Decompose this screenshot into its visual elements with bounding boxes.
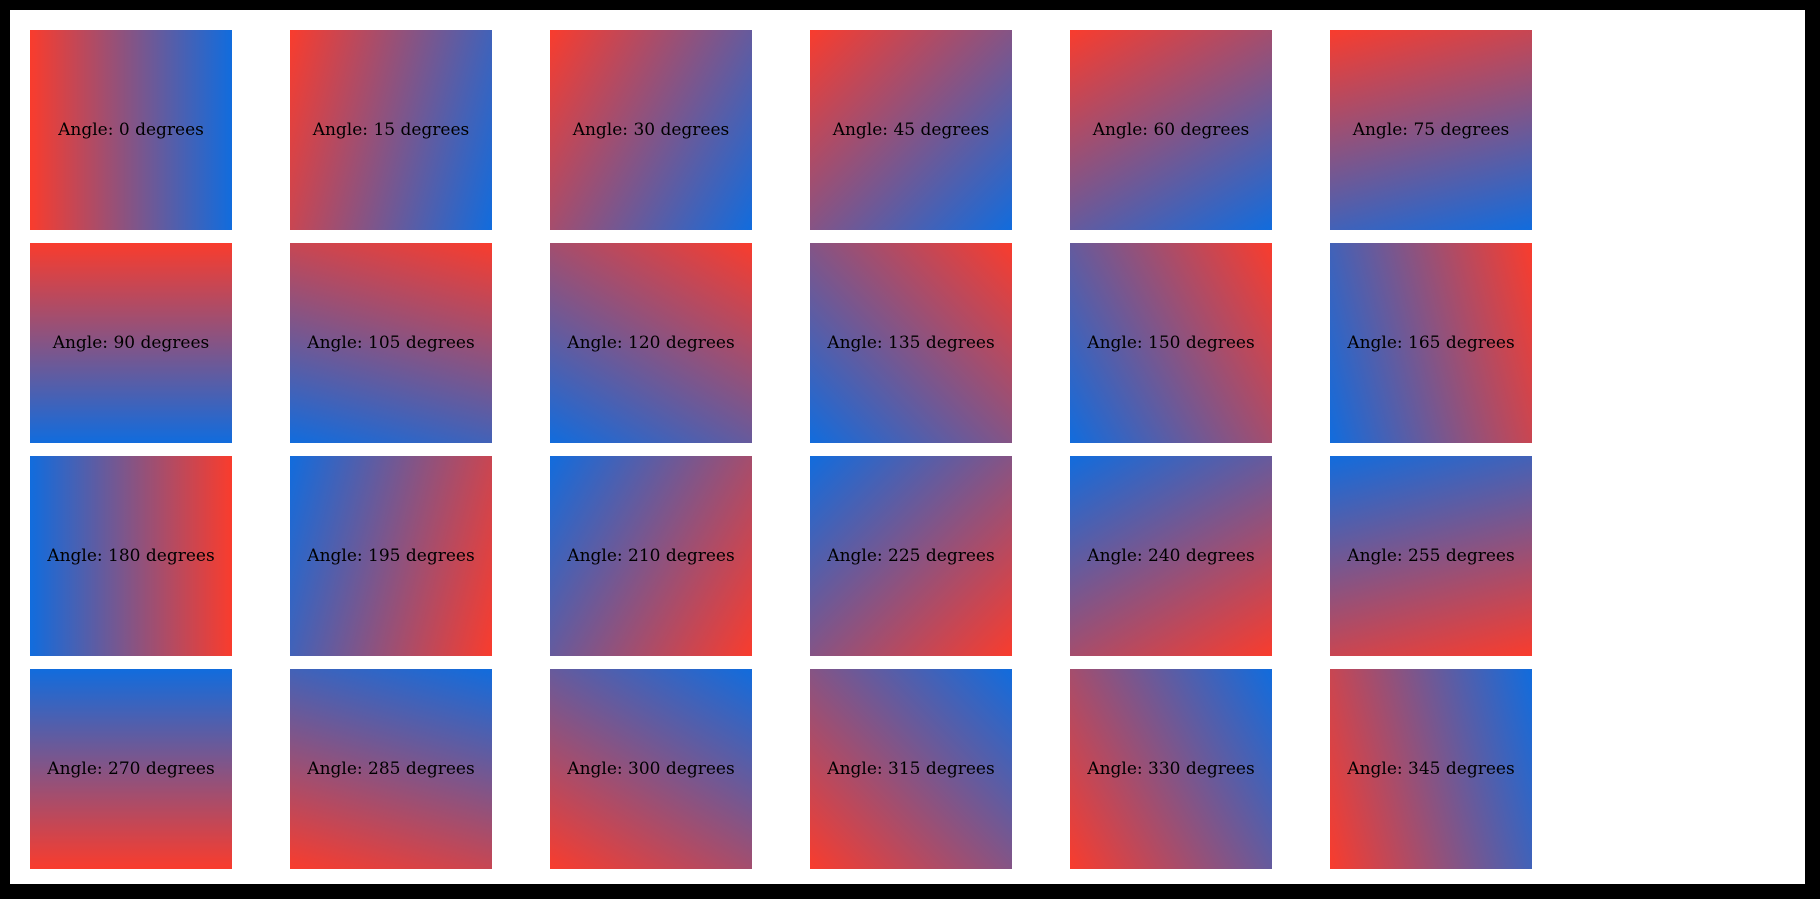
gradient-swatch-210: Angle: 210 degrees: [550, 456, 752, 656]
gradient-swatch-15: Angle: 15 degrees: [290, 30, 492, 230]
gradient-swatch-225: Angle: 225 degrees: [810, 456, 1012, 656]
gradient-swatch-150: Angle: 150 degrees: [1070, 243, 1272, 443]
gradient-swatch-285: Angle: 285 degrees: [290, 669, 492, 869]
swatch-label: Angle: 90 degrees: [52, 332, 210, 353]
swatch-label: Angle: 45 degrees: [832, 119, 990, 140]
gradient-swatch-345: Angle: 345 degrees: [1330, 669, 1532, 869]
swatch-label: Angle: 210 degrees: [567, 545, 735, 566]
swatch-label: Angle: 30 degrees: [572, 119, 730, 140]
swatch-label: Angle: 75 degrees: [1352, 119, 1510, 140]
swatch-label: Angle: 105 degrees: [307, 332, 475, 353]
swatch-label: Angle: 225 degrees: [827, 545, 995, 566]
swatch-label: Angle: 240 degrees: [1087, 545, 1255, 566]
gradient-swatch-60: Angle: 60 degrees: [1070, 30, 1272, 230]
swatch-label: Angle: 255 degrees: [1347, 545, 1515, 566]
swatch-label: Angle: 315 degrees: [827, 758, 995, 779]
swatch-label: Angle: 60 degrees: [1092, 119, 1250, 140]
swatch-label: Angle: 180 degrees: [47, 545, 215, 566]
gradient-swatch-75: Angle: 75 degrees: [1330, 30, 1532, 230]
gradient-swatch-330: Angle: 330 degrees: [1070, 669, 1272, 869]
swatch-label: Angle: 330 degrees: [1087, 758, 1255, 779]
gradient-swatch-315: Angle: 315 degrees: [810, 669, 1012, 869]
gradient-swatch-300: Angle: 300 degrees: [550, 669, 752, 869]
swatch-label: Angle: 270 degrees: [47, 758, 215, 779]
swatch-grid: Angle: 0 degrees Angle: 15 degrees Angle…: [10, 10, 1805, 869]
swatch-label: Angle: 195 degrees: [307, 545, 475, 566]
swatch-label: Angle: 165 degrees: [1347, 332, 1515, 353]
gradient-swatch-180: Angle: 180 degrees: [30, 456, 232, 656]
gradient-swatch-240: Angle: 240 degrees: [1070, 456, 1272, 656]
gradient-swatch-120: Angle: 120 degrees: [550, 243, 752, 443]
gradient-swatch-165: Angle: 165 degrees: [1330, 243, 1532, 443]
swatch-label: Angle: 300 degrees: [567, 758, 735, 779]
swatch-label: Angle: 135 degrees: [827, 332, 995, 353]
gradient-swatch-135: Angle: 135 degrees: [810, 243, 1012, 443]
image-canvas: Angle: 0 degrees Angle: 15 degrees Angle…: [10, 10, 1805, 884]
gradient-swatch-30: Angle: 30 degrees: [550, 30, 752, 230]
gradient-swatch-0: Angle: 0 degrees: [30, 30, 232, 230]
gradient-swatch-105: Angle: 105 degrees: [290, 243, 492, 443]
swatch-label: Angle: 150 degrees: [1087, 332, 1255, 353]
gradient-swatch-195: Angle: 195 degrees: [290, 456, 492, 656]
gradient-swatch-255: Angle: 255 degrees: [1330, 456, 1532, 656]
gradient-swatch-270: Angle: 270 degrees: [30, 669, 232, 869]
swatch-label: Angle: 345 degrees: [1347, 758, 1515, 779]
swatch-label: Angle: 120 degrees: [567, 332, 735, 353]
swatch-label: Angle: 15 degrees: [312, 119, 470, 140]
gradient-swatch-90: Angle: 90 degrees: [30, 243, 232, 443]
swatch-label: Angle: 285 degrees: [307, 758, 475, 779]
swatch-label: Angle: 0 degrees: [58, 119, 204, 140]
gradient-swatch-45: Angle: 45 degrees: [810, 30, 1012, 230]
